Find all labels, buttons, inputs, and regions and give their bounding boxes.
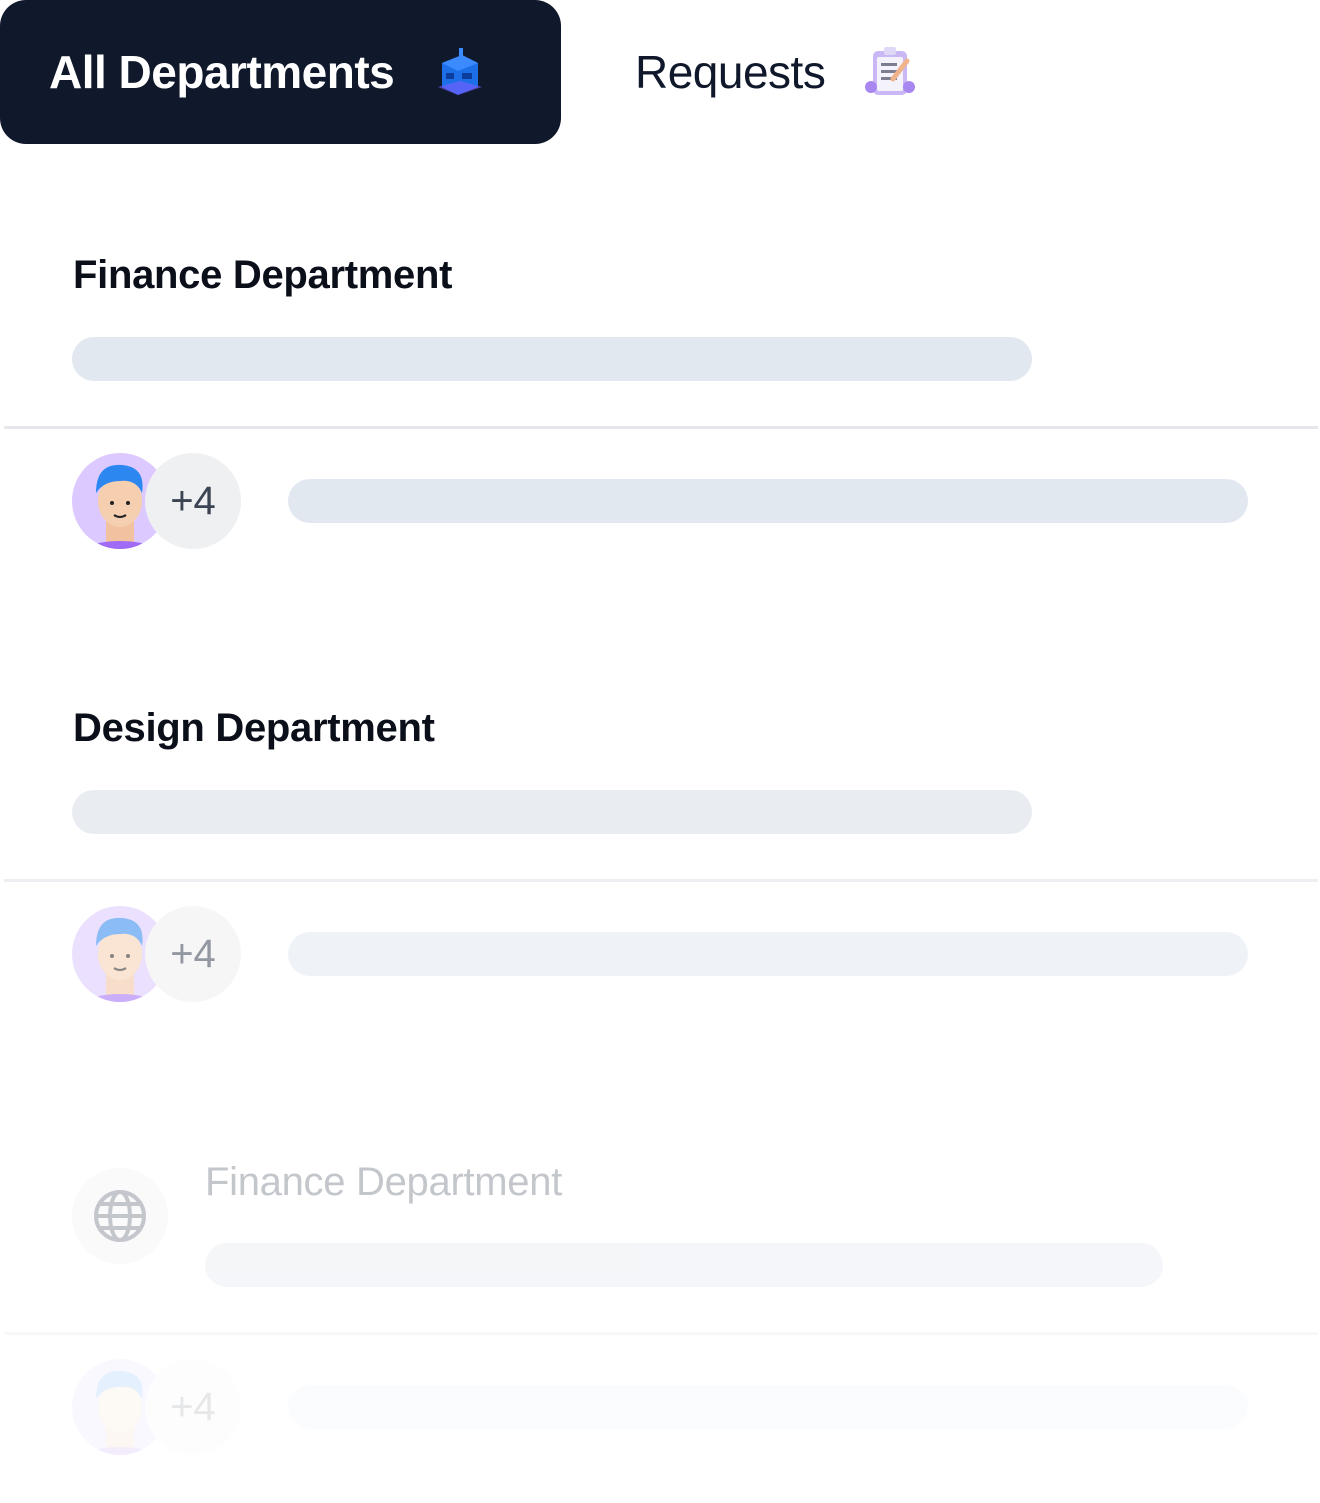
building-icon <box>438 48 483 95</box>
avatar-illustration <box>88 464 152 549</box>
globe-icon <box>94 1190 146 1242</box>
tab-label: All Departments <box>49 46 395 98</box>
department-card[interactable]: Finance Department <box>0 1160 1320 1300</box>
divider <box>4 1332 1318 1335</box>
avatar <box>72 453 168 549</box>
skeleton-bar <box>288 1385 1248 1429</box>
department-title: Finance Department <box>73 253 453 297</box>
skeleton-bar <box>205 1243 1163 1287</box>
tab-all-departments[interactable]: All Departments <box>0 0 561 144</box>
members-row[interactable]: +4 <box>0 1359 1320 1455</box>
members-row[interactable]: +4 <box>0 906 1320 1002</box>
tab-label: Requests <box>635 46 826 98</box>
tab-requests[interactable]: Requests <box>635 0 917 144</box>
divider <box>4 879 1318 882</box>
members-row[interactable]: +4 <box>0 453 1320 549</box>
more-members-count[interactable]: +4 <box>145 906 241 1002</box>
skeleton-bar <box>72 337 1032 381</box>
avatar-illustration <box>88 1370 152 1455</box>
department-title: Design Department <box>73 706 435 750</box>
divider <box>4 426 1318 429</box>
skeleton-bar <box>288 479 1248 523</box>
department-icon <box>72 1168 168 1264</box>
more-members-count[interactable]: +4 <box>145 1359 241 1455</box>
skeleton-bar <box>288 932 1248 976</box>
skeleton-bar <box>72 790 1032 834</box>
department-title: Finance Department <box>205 1160 563 1204</box>
avatar <box>72 1359 168 1455</box>
clipboard-icon <box>865 47 916 95</box>
more-members-count[interactable]: +4 <box>145 453 241 549</box>
